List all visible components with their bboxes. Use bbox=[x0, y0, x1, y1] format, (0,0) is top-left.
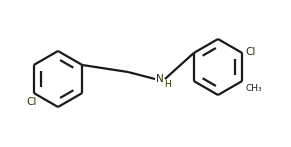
Text: CH₃: CH₃ bbox=[245, 84, 262, 93]
Text: H: H bbox=[164, 80, 171, 88]
Text: N: N bbox=[156, 74, 164, 84]
Text: Cl: Cl bbox=[245, 47, 255, 57]
Text: Cl: Cl bbox=[26, 97, 37, 107]
